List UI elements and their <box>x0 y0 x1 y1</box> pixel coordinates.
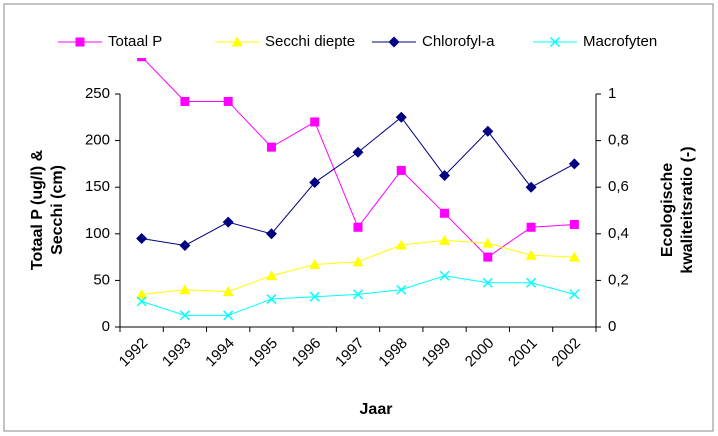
data-point <box>222 286 234 297</box>
data-point <box>223 310 234 321</box>
data-point <box>179 310 190 321</box>
data-point <box>525 181 537 193</box>
y2-tick-label: 0,4 <box>608 225 629 242</box>
legend-marker <box>549 36 561 48</box>
data-point <box>482 237 494 248</box>
legend-label: Totaal P <box>108 33 162 50</box>
y2-axis-label: kwaliteitsratio (-) <box>679 146 696 273</box>
data-point <box>568 251 580 262</box>
data-point <box>136 232 148 244</box>
data-point <box>137 58 147 62</box>
data-point <box>310 117 320 127</box>
data-point <box>440 208 450 218</box>
data-point <box>352 256 364 267</box>
y2-tick-label: 0,2 <box>608 271 629 288</box>
y-tick-label: 150 <box>85 178 110 195</box>
data-point <box>266 294 277 305</box>
y2-tick-label: 0,6 <box>608 178 629 195</box>
data-point <box>309 291 320 302</box>
data-point <box>136 288 148 299</box>
data-point <box>352 289 364 300</box>
x-axis-label: Jaar <box>360 401 393 418</box>
data-point <box>396 165 406 175</box>
data-point <box>439 170 451 182</box>
y-tick-label: 200 <box>85 132 110 149</box>
data-point <box>223 96 233 106</box>
data-point <box>136 296 147 307</box>
y-axis-label: Totaal P (ug/l) & <box>29 149 46 270</box>
data-point <box>395 111 407 123</box>
y-axis-label: Secchi (cm) <box>49 165 66 255</box>
y2-tick-label: 0 <box>608 318 616 335</box>
data-point <box>482 125 494 137</box>
legend-label: Secchi diepte <box>265 33 355 50</box>
data-point <box>309 259 321 270</box>
data-point <box>568 158 580 170</box>
data-point <box>395 239 407 250</box>
data-point <box>266 142 276 152</box>
y-tick-label: 250 <box>85 85 110 102</box>
data-point <box>353 222 363 232</box>
y2-tick-label: 1 <box>608 85 616 102</box>
y-tick-label: 0 <box>102 318 110 335</box>
plot-area <box>136 58 580 321</box>
data-point <box>180 96 190 106</box>
legend-marker <box>388 36 400 48</box>
data-point <box>179 239 191 251</box>
data-point <box>265 228 277 240</box>
legend-label: Chlorofyl-a <box>422 33 495 50</box>
data-point <box>483 252 493 262</box>
chart-frame <box>3 3 714 432</box>
data-point <box>309 177 321 189</box>
legend-marker <box>75 37 85 47</box>
data-point <box>569 219 579 229</box>
data-point <box>352 146 364 158</box>
y2-tick-label: 0,8 <box>608 132 629 149</box>
y-tick-label: 100 <box>85 225 110 242</box>
y2-axis-label: Ecologische <box>659 163 676 257</box>
data-point <box>526 277 537 288</box>
data-point <box>526 222 536 232</box>
y-tick-label: 50 <box>93 271 110 288</box>
data-point <box>482 277 493 288</box>
data-point <box>569 289 580 300</box>
data-point <box>222 216 234 228</box>
legend-label: Macrofyten <box>583 33 657 50</box>
data-point <box>396 284 407 295</box>
legend-marker <box>231 36 243 47</box>
data-point <box>179 284 191 295</box>
data-point <box>525 249 537 260</box>
data-point <box>439 270 450 281</box>
data-point <box>265 270 277 281</box>
data-point <box>439 234 451 245</box>
